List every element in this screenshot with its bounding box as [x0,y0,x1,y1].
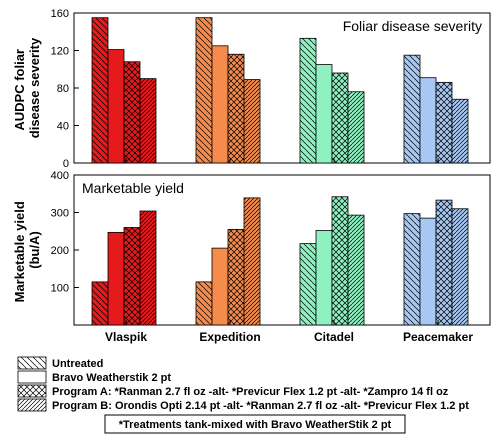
x-label-peacemaker: Peacemaker [403,330,473,344]
bar-vlaspik-diag-dense [139,78,157,164]
y-tick-label: 0 [63,158,69,170]
y-tick-label: 80 [57,83,69,95]
legend-label: Untreated [52,358,103,370]
bar-expedition-diag-back [195,281,213,326]
bar-citadel-diag-dense [347,214,365,326]
bars-yield [91,196,469,326]
legend: Untreated Bravo Weatherstik 2 pt Program A… [17,356,469,412]
legend-swatch-crosshatch [17,384,47,398]
y-axis-foliar: 0 40 80 120 160 [51,8,79,170]
bar-expedition-diag-dense [243,197,261,326]
bar-citadel-crosshatch [331,72,349,164]
legend-swatch-diag-back [17,356,47,370]
y-axis-label-foliar: AUDPC foliar disease severity [12,37,42,138]
bar-expedition-solid [211,45,229,164]
x-axis-labels: Vlaspik Expedition Citadel Peacemaker [105,330,473,344]
chart-title-foliar: Foliar disease severity [343,18,482,34]
bar-vlaspik-diag-back [91,17,109,164]
y-axis-label-yield-line2: (bu/A) [27,231,42,269]
bar-expedition-crosshatch [227,53,245,164]
footnote-text: *Treatments tank-mixed with Bravo Weathe… [119,419,392,431]
bars-foliar [91,17,469,164]
legend-label: Bravo Weatherstik 2 pt [52,372,171,384]
bar-peacemaker-diag-back [403,213,421,326]
bar-peacemaker-diag-dense [451,208,469,326]
legend-label: Program B: Orondis Opti 2.14 pt -alt- *R… [52,400,469,412]
chart-title-yield: Marketable yield [82,180,184,196]
y-tick-label: 40 [57,121,69,133]
bar-expedition-crosshatch [227,228,245,326]
legend-swatch-diag-dense [17,398,47,412]
bar-citadel-diag-back [299,243,317,326]
panel-foliar-disease-severity: 0 40 80 120 160 Foliar disease severity AUDP… [12,8,491,170]
bar-citadel-crosshatch [331,196,349,326]
y-axis-label-yield-line1: Marketable yield [12,201,27,302]
y-axis-label-foliar-line1: AUDPC foliar [12,49,27,131]
bar-citadel-diag-back [299,37,317,164]
bar-vlaspik-diag-back [91,281,109,326]
y-tick-label: 160 [51,8,69,20]
y-axis-yield: 100 200 300 400 [51,170,79,295]
x-label-citadel: Citadel [314,330,354,344]
bar-citadel-solid [315,64,333,164]
footnote-frame [104,414,406,434]
y-tick-label: 120 [51,46,69,58]
bar-citadel-solid [315,230,333,326]
bar-peacemaker-solid [419,217,437,326]
bar-peacemaker-diag-dense [451,98,469,164]
bar-vlaspik-diag-dense [139,210,157,326]
y-tick-label: 200 [51,245,69,257]
y-tick-label: 300 [51,208,69,220]
bar-expedition-solid [211,247,229,326]
y-axis-label-foliar-line2: disease severity [27,37,42,138]
legend-label: Program A: *Ranman 2.7 fl oz -alt- *Prev… [52,386,449,398]
bar-peacemaker-solid [419,77,437,164]
legend-swatch-solid [17,370,47,384]
panel-marketable-yield: 100 200 300 400 Marketable yield Marketable… [12,170,491,326]
bar-citadel-diag-dense [347,91,365,164]
bar-vlaspik-crosshatch [123,227,141,326]
y-tick-label: 100 [51,283,69,295]
bar-vlaspik-solid [107,231,125,326]
bar-peacemaker-crosshatch [435,199,453,326]
x-label-expedition: Expedition [199,330,260,344]
footnote-box: *Treatments tank-mixed with Bravo Weathe… [104,414,406,434]
bar-peacemaker-crosshatch [435,81,453,164]
bar-expedition-diag-back [195,17,213,164]
bar-vlaspik-solid [107,49,125,164]
bar-peacemaker-diag-back [403,54,421,164]
x-label-vlaspik: Vlaspik [105,330,147,344]
y-tick-label: 400 [51,170,69,182]
bar-expedition-diag-dense [243,79,261,164]
y-axis-label-yield: Marketable yield (bu/A) [12,198,42,303]
bar-vlaspik-crosshatch [123,61,141,164]
